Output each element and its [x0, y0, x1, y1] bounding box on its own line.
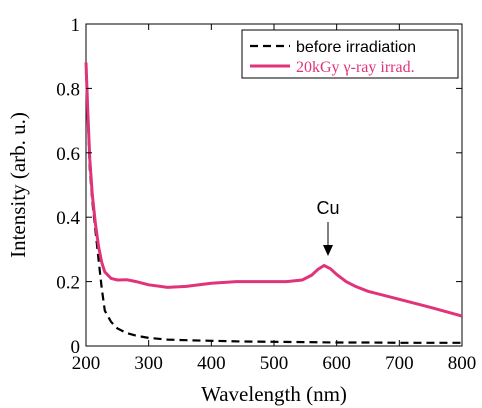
y-axis-title: Intensity (arb. u.) [6, 112, 30, 258]
series-line-before-irradiation [84, 72, 462, 344]
y-tick-label: 0.2 [56, 273, 80, 294]
y-tick-label: 0 [71, 337, 81, 358]
legend-label-gamma-ray-irrad: 20kGy γ-ray irrad. [296, 59, 415, 76]
y-tick-label: 0.8 [56, 79, 80, 100]
x-tick-label: 800 [448, 353, 477, 374]
x-axis-title: Wavelength (nm) [201, 382, 347, 406]
x-tick-label: 500 [260, 353, 289, 374]
x-tick-label: 600 [322, 353, 351, 374]
series-line-gamma-ray-irrad [84, 62, 463, 318]
annotation-label-cu: Cu [316, 198, 339, 218]
x-axis-ticks: 200 300 400 500 600 700 800 [72, 24, 477, 374]
annotation-arrow-head [323, 245, 333, 256]
x-tick-label: 300 [134, 353, 163, 374]
x-tick-label: 200 [72, 353, 101, 374]
cu-annotation: Cu [316, 198, 340, 256]
y-tick-label: 0.6 [56, 144, 80, 165]
legend-label-before-irradiation: before irradiation [296, 39, 416, 56]
x-tick-label: 700 [385, 353, 414, 374]
y-axis-ticks: 0 0.2 0.4 0.6 0.8 1 [56, 15, 462, 358]
legend-box [241, 29, 459, 79]
legend: before irradiation 20kGy γ-ray irrad. [241, 29, 459, 79]
y-tick-label: 1 [71, 15, 81, 36]
x-tick-label: 400 [197, 353, 226, 374]
y-tick-label: 0.4 [56, 208, 80, 229]
